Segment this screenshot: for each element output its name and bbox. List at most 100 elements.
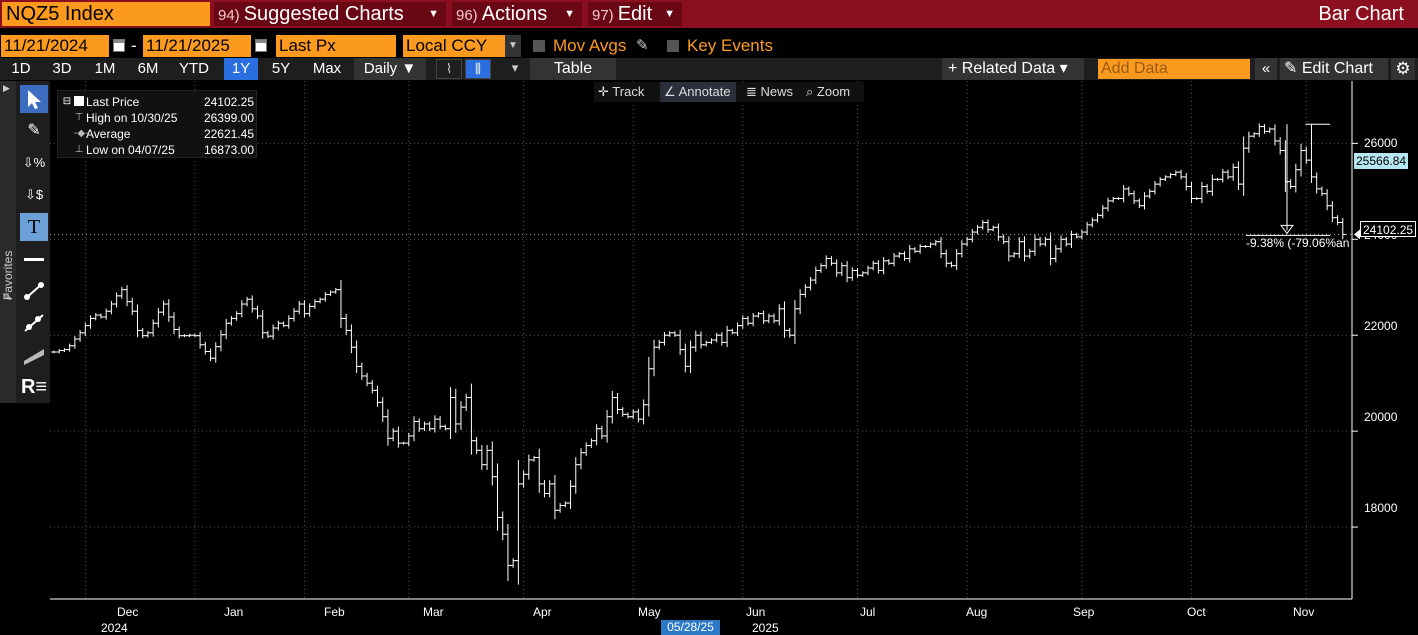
date-range-bar: 11/21/2024 - 11/21/2025 Last Px Local CC… <box>0 35 1418 57</box>
year-label: 2024 <box>101 621 128 635</box>
series-swatch <box>74 96 84 106</box>
chevron-down-icon[interactable]: ▼ <box>505 35 521 57</box>
start-date-field[interactable]: 11/21/2024 <box>1 35 109 57</box>
period-max[interactable]: Max <box>312 60 342 77</box>
news-label: News <box>760 84 794 99</box>
chart-legend: ⊟ Last Price 24102.25 ⊤ High on 10/30/25… <box>57 90 257 158</box>
suggested-charts-menu[interactable]: 94) Suggested Charts ▼ <box>214 2 446 26</box>
mov-avgs-label[interactable]: Mov Avgs <box>553 36 627 55</box>
x-tick-label: Jun <box>746 605 766 619</box>
period-1y[interactable]: 1Y <box>224 58 258 80</box>
x-tick-label: Jul <box>860 605 876 619</box>
chart-interaction-toolbar: ✛ Track ∠ Annotate ≣ News ⌕ Zoom <box>594 82 864 102</box>
period-toolbar: 1D 3D 1M 6M YTD 1Y 5Y Max Daily ▼ ⌇ ⫼ ▾ … <box>0 58 1418 80</box>
channel-graphic <box>24 349 44 365</box>
calendar-icon[interactable] <box>255 39 267 52</box>
key-events-label[interactable]: Key Events <box>687 36 773 55</box>
drawdown-annotation: -9.38% (-79.06%an <box>1246 236 1350 250</box>
track-button[interactable]: ✛ Track <box>594 82 658 102</box>
drawing-toolbar: ▶ Favorites ✎ ✎ ⇩% ⇩$ T R≡ <box>0 81 50 403</box>
pencil-icon[interactable]: ✎ <box>636 37 649 54</box>
bar-chart-icon[interactable]: ⫼ <box>465 59 491 79</box>
ticker-field[interactable]: NQZ5 Index <box>2 2 210 26</box>
related-data-button[interactable]: + Related Data ▾ <box>942 58 1084 80</box>
drawdown-arrow <box>1280 224 1294 235</box>
price-tag-last: 24102.25 <box>1360 221 1417 237</box>
text-tool-icon[interactable]: T <box>20 213 48 241</box>
date-separator: - <box>131 36 137 55</box>
line-chart-icon[interactable]: ⌇ <box>436 59 462 79</box>
price-retrace-icon[interactable]: ⇩$ <box>24 187 44 202</box>
legend-value: 26399.00 <box>203 111 254 125</box>
year-label: 2025 <box>752 621 779 635</box>
y-tick-label: 26000 <box>1364 136 1398 150</box>
zoom-button[interactable]: ⌕ Zoom <box>802 82 862 102</box>
favorites-star-icon: ✎ <box>3 292 13 304</box>
channel-icon[interactable] <box>20 341 48 369</box>
x-tick-label: Jan <box>224 605 244 619</box>
legend-value: 16873.00 <box>203 143 254 157</box>
low-marker-icon: ⊥ <box>74 144 84 155</box>
annotate-button[interactable]: ∠ Annotate <box>660 82 736 102</box>
chevron-down-icon[interactable]: ▾ <box>511 60 519 75</box>
x-tick-label: Feb <box>324 605 345 619</box>
calendar-icon[interactable] <box>113 39 125 52</box>
actions-menu[interactable]: 96) Actions ▼ <box>452 2 582 26</box>
legend-last-price: ⊟ Last Price 24102.25 <box>58 94 258 110</box>
ray-line-graphic <box>24 314 44 332</box>
pointer-icon[interactable] <box>20 85 48 113</box>
y-tick-label: 22000 <box>1364 319 1398 333</box>
collapse-icon[interactable]: « <box>1255 58 1277 80</box>
menu-number: 96) <box>456 7 478 24</box>
track-label: Track <box>612 84 645 99</box>
period-6m[interactable]: 6M <box>137 60 159 77</box>
percent-retrace-icon[interactable]: ⇩% <box>22 155 46 170</box>
favorites-strip[interactable]: ▶ Favorites ✎ <box>0 81 16 403</box>
legend-value: 22621.45 <box>203 127 254 141</box>
x-tick-label: Apr <box>533 605 552 619</box>
table-button[interactable]: Table <box>530 58 616 80</box>
expand-icon[interactable]: ⊟ <box>62 96 72 107</box>
horizontal-line-graphic <box>24 258 44 261</box>
period-3d[interactable]: 3D <box>52 60 72 77</box>
add-data-input[interactable] <box>1098 59 1250 79</box>
pencil-icon: ✎ <box>1284 60 1302 77</box>
news-button[interactable]: ≣ News <box>742 82 800 102</box>
period-1d[interactable]: 1D <box>11 60 31 77</box>
end-date-field[interactable]: 11/21/2025 <box>143 35 251 57</box>
edit-chart-label: Edit Chart <box>1301 60 1373 77</box>
ray-line-icon[interactable] <box>20 309 48 337</box>
period-ytd[interactable]: YTD <box>179 60 209 77</box>
key-events-checkbox[interactable] <box>667 40 679 52</box>
zoom-label: Zoom <box>816 84 851 99</box>
edit-chart-button[interactable]: ✎ Edit Chart <box>1280 58 1388 80</box>
x-tick-label: Nov <box>1293 605 1315 619</box>
menu-label: Suggested Charts <box>243 3 404 25</box>
mov-avgs-checkbox[interactable] <box>533 40 545 52</box>
zoom-icon: ⌕ <box>806 84 814 99</box>
horizontal-line-icon[interactable] <box>20 245 48 273</box>
legend-label: Average <box>86 127 131 141</box>
caret-down-icon: ▼ <box>428 8 439 20</box>
period-5y[interactable]: 5Y <box>271 60 291 77</box>
price-chart[interactable] <box>0 81 1418 635</box>
frequency-select[interactable]: Daily ▼ <box>354 58 426 80</box>
gear-icon[interactable]: ⚙ <box>1391 58 1415 80</box>
pointer-icon-graphic <box>28 90 41 109</box>
trend-line-icon[interactable] <box>20 277 48 305</box>
currency-select[interactable]: Local CCY <box>403 35 505 57</box>
chart-area[interactable] <box>0 81 1418 635</box>
x-tick-label: Oct <box>1187 605 1206 619</box>
regression-icon[interactable]: R≡ <box>20 376 48 398</box>
trend-line-graphic <box>24 282 44 300</box>
period-1m[interactable]: 1M <box>94 60 116 77</box>
news-icon: ≣ <box>746 84 757 99</box>
draw-pen-icon[interactable]: ✎ <box>27 122 41 139</box>
price-field-select[interactable]: Last Px <box>276 35 396 57</box>
last-price-pointer <box>1354 229 1360 240</box>
edit-menu[interactable]: 97) Edit ▼ <box>588 2 682 26</box>
menu-number: 97) <box>592 7 614 24</box>
expand-icon[interactable]: ▶ <box>3 83 10 93</box>
caret-down-icon: ▼ <box>664 8 675 20</box>
legend-label: Last Price <box>86 95 140 109</box>
